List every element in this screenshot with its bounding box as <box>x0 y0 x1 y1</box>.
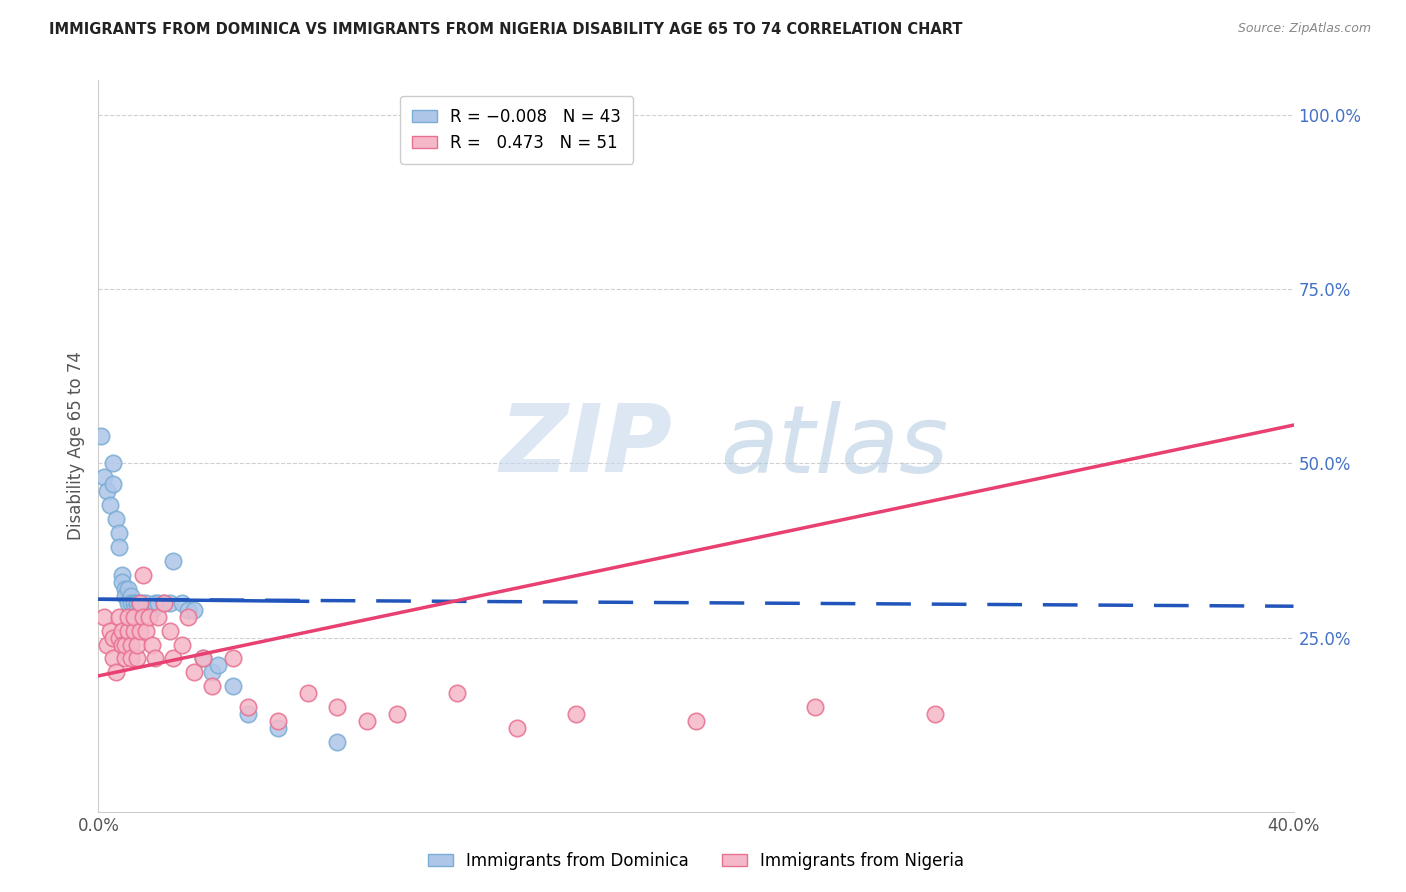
Point <box>124 603 146 617</box>
Point <box>207 658 229 673</box>
Point <box>127 651 149 665</box>
Point <box>924 707 946 722</box>
Point <box>191 651 214 665</box>
Point <box>111 624 134 638</box>
Point <box>135 624 157 638</box>
Point <box>141 603 163 617</box>
Point <box>148 609 170 624</box>
Point <box>141 638 163 652</box>
Text: IMMIGRANTS FROM DOMINICA VS IMMIGRANTS FROM NIGERIA DISABILITY AGE 65 TO 74 CORR: IMMIGRANTS FROM DOMINICA VS IMMIGRANTS F… <box>49 22 963 37</box>
Point <box>90 428 112 442</box>
Point <box>222 651 245 665</box>
Point <box>96 638 118 652</box>
Point <box>267 721 290 735</box>
Point <box>143 596 166 610</box>
Text: atlas: atlas <box>720 401 948 491</box>
Point <box>267 714 290 728</box>
Point <box>117 609 139 624</box>
Point <box>124 609 146 624</box>
Point <box>129 596 152 610</box>
Point <box>385 707 409 722</box>
Point <box>159 624 181 638</box>
Point <box>177 603 200 617</box>
Point <box>172 596 194 610</box>
Legend: Immigrants from Dominica, Immigrants from Nigeria: Immigrants from Dominica, Immigrants fro… <box>420 846 972 877</box>
Point <box>129 624 152 638</box>
Point <box>565 707 588 722</box>
Point <box>132 603 155 617</box>
Point <box>326 700 349 714</box>
Point <box>506 721 529 735</box>
Point <box>236 707 259 722</box>
Point <box>108 631 131 645</box>
Point <box>132 596 155 610</box>
Point <box>356 714 378 728</box>
Point <box>93 470 115 484</box>
Point <box>132 567 155 582</box>
Point <box>114 651 136 665</box>
Point <box>446 686 468 700</box>
Point <box>120 651 142 665</box>
Point <box>96 484 118 499</box>
Point <box>105 665 128 680</box>
Point <box>108 526 131 541</box>
Point <box>201 679 224 693</box>
Point <box>120 589 142 603</box>
Point <box>129 603 152 617</box>
Point <box>162 554 184 568</box>
Point <box>143 651 166 665</box>
Point <box>153 596 176 610</box>
Point <box>177 609 200 624</box>
Point <box>124 624 146 638</box>
Point <box>138 603 160 617</box>
Point <box>93 609 115 624</box>
Point <box>804 700 827 714</box>
Point <box>183 665 205 680</box>
Point <box>114 638 136 652</box>
Point <box>120 638 142 652</box>
Text: Source: ZipAtlas.com: Source: ZipAtlas.com <box>1237 22 1371 36</box>
Point <box>111 567 134 582</box>
Point <box>124 596 146 610</box>
Point <box>117 596 139 610</box>
Point <box>222 679 245 693</box>
Point <box>191 651 214 665</box>
Point <box>153 596 176 610</box>
Point <box>297 686 319 700</box>
Point <box>111 574 134 589</box>
Point <box>103 477 125 491</box>
Point <box>98 624 122 638</box>
Point <box>159 596 181 610</box>
Point <box>183 603 205 617</box>
Point <box>103 631 125 645</box>
Point <box>172 638 194 652</box>
Point <box>117 624 139 638</box>
Point <box>201 665 224 680</box>
Point <box>127 596 149 610</box>
Point <box>162 651 184 665</box>
Point <box>127 638 149 652</box>
Point <box>105 512 128 526</box>
Point <box>117 582 139 596</box>
Point <box>114 589 136 603</box>
Point <box>135 596 157 610</box>
Point <box>103 651 125 665</box>
Point <box>127 603 149 617</box>
Point <box>132 609 155 624</box>
Text: ZIP: ZIP <box>499 400 672 492</box>
Y-axis label: Disability Age 65 to 74: Disability Age 65 to 74 <box>66 351 84 541</box>
Point <box>326 735 349 749</box>
Point <box>98 498 122 512</box>
Point <box>148 596 170 610</box>
Point <box>120 596 142 610</box>
Point <box>108 609 131 624</box>
Point <box>685 714 707 728</box>
Point <box>114 582 136 596</box>
Point <box>108 540 131 554</box>
Point <box>138 609 160 624</box>
Point <box>111 638 134 652</box>
Point <box>129 596 152 610</box>
Point <box>103 457 125 471</box>
Point <box>236 700 259 714</box>
